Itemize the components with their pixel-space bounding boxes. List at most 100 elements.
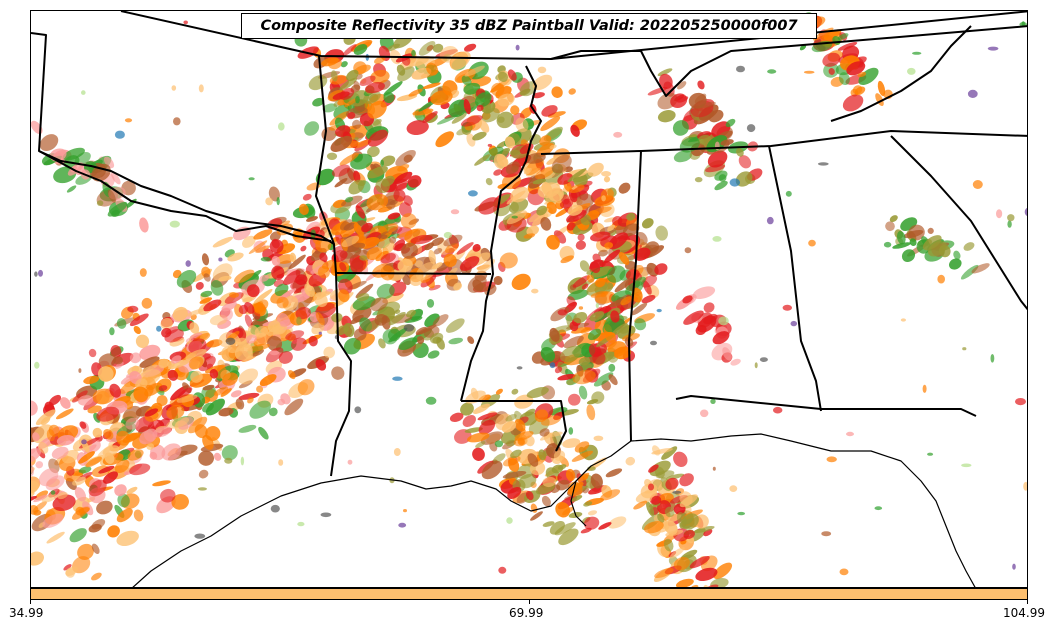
reflectivity-blob: [353, 139, 372, 149]
reflectivity-blob: [502, 470, 527, 479]
reflectivity-blob: [846, 61, 866, 76]
reflectivity-blob: [519, 88, 531, 96]
reflectivity-blob: [663, 538, 674, 552]
reflectivity-blob: [366, 193, 389, 211]
reflectivity-cell: [1012, 563, 1016, 570]
reflectivity-blob: [589, 261, 601, 274]
reflectivity-cell: [568, 427, 574, 435]
reflectivity-blob: [42, 513, 64, 528]
reflectivity-cell: [595, 302, 599, 309]
reflectivity-blob: [672, 120, 689, 136]
reflectivity-blob: [166, 405, 185, 420]
reflectivity-blob: [345, 196, 354, 203]
reflectivity-blob: [66, 185, 77, 193]
reflectivity-blob: [341, 235, 360, 248]
reflectivity-blob: [135, 378, 148, 390]
reflectivity-blob: [655, 470, 675, 479]
reflectivity-blob: [374, 56, 386, 64]
colorbar-tick: [1027, 600, 1028, 604]
reflectivity-cell: [354, 406, 362, 414]
reflectivity-blob: [560, 255, 574, 264]
reflectivity-blob: [547, 111, 566, 118]
reflectivity-blob: [497, 93, 515, 107]
reflectivity-blob: [290, 279, 308, 291]
reflectivity-blob: [77, 543, 94, 560]
reflectivity-blob: [176, 270, 197, 288]
reflectivity-cell: [240, 456, 245, 466]
reflectivity-blob: [511, 388, 519, 395]
reflectivity-blob: [612, 215, 623, 226]
reflectivity-blob: [185, 349, 207, 361]
reflectivity-blob: [593, 372, 614, 387]
reflectivity-blob: [559, 345, 582, 363]
reflectivity-blob: [77, 395, 94, 406]
reflectivity-cell: [672, 490, 682, 494]
reflectivity-cell: [962, 347, 967, 351]
reflectivity-blob: [306, 216, 318, 222]
reflectivity-blob: [586, 274, 595, 283]
reflectivity-blob: [272, 325, 288, 335]
reflectivity-blob: [467, 432, 490, 443]
reflectivity-blob: [392, 239, 406, 251]
reflectivity-cell: [403, 509, 407, 513]
reflectivity-blob: [712, 331, 730, 345]
reflectivity-blob: [614, 346, 632, 360]
reflectivity-cell: [74, 472, 83, 476]
reflectivity-blob: [478, 197, 501, 215]
reflectivity-blob: [315, 358, 327, 371]
reflectivity-blob: [953, 250, 961, 260]
reflectivity-blob: [74, 487, 87, 502]
reflectivity-blob: [618, 182, 631, 194]
reflectivity-cell: [194, 533, 206, 539]
colorbar-tick: [529, 600, 530, 604]
reflectivity-blob: [245, 334, 257, 344]
reflectivity-blob: [618, 252, 630, 265]
reflectivity-blob: [167, 369, 178, 381]
reflectivity-blob: [331, 366, 345, 380]
reflectivity-blob: [433, 248, 443, 255]
reflectivity-cell: [578, 306, 584, 310]
reflectivity-blob: [571, 450, 594, 462]
reflectivity-blob: [476, 104, 484, 112]
reflectivity-cell: [426, 299, 435, 308]
reflectivity-blob: [322, 103, 338, 113]
reflectivity-blob: [620, 296, 632, 306]
reflectivity-blob: [38, 441, 49, 454]
reflectivity-blob: [605, 468, 623, 478]
reflectivity-blob: [603, 176, 611, 183]
reflectivity-blob: [367, 129, 388, 147]
reflectivity-blob: [244, 302, 255, 314]
reflectivity-blob: [705, 164, 726, 173]
reflectivity-blob: [562, 438, 581, 448]
reflectivity-blob: [555, 501, 571, 518]
reflectivity-blob: [397, 66, 415, 82]
reflectivity-blob: [348, 179, 365, 195]
reflectivity-cell: [494, 440, 504, 448]
reflectivity-cell: [1023, 481, 1027, 491]
reflectivity-blob: [129, 463, 151, 476]
reflectivity-blob: [587, 328, 602, 341]
reflectivity-blob: [385, 43, 401, 52]
reflectivity-blob: [98, 353, 117, 368]
reflectivity-blob: [31, 480, 39, 494]
reflectivity-blob: [600, 489, 621, 501]
reflectivity-blob: [530, 511, 543, 521]
boundary-red-river: [38, 150, 335, 245]
reflectivity-blob: [557, 374, 576, 381]
reflectivity-cell: [260, 256, 271, 262]
reflectivity-blob: [428, 249, 436, 265]
reflectivity-blob: [210, 280, 224, 296]
reflectivity-blob: [92, 388, 115, 405]
reflectivity-blob: [83, 375, 100, 385]
reflectivity-blob: [69, 528, 87, 543]
reflectivity-blob: [583, 516, 600, 530]
reflectivity-blob: [190, 370, 203, 383]
reflectivity-blob: [408, 88, 423, 97]
reflectivity-blob: [200, 290, 213, 298]
reflectivity-blob: [633, 500, 648, 510]
reflectivity-blob: [464, 427, 483, 433]
reflectivity-blob: [472, 447, 485, 461]
reflectivity-blob: [114, 459, 130, 474]
reflectivity-blob: [227, 252, 244, 262]
reflectivity-blob: [799, 44, 807, 51]
